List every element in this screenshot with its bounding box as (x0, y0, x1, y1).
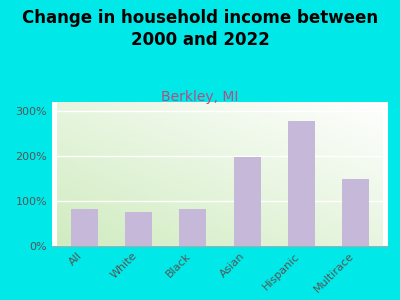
Bar (234, 157, 261, 246)
Bar (288, 121, 315, 246)
Text: Berkley, MI: Berkley, MI (161, 90, 239, 104)
Bar (125, 212, 152, 246)
Bar (179, 209, 206, 246)
Bar (342, 179, 369, 246)
Bar (71, 209, 98, 246)
Text: Change in household income between
2000 and 2022: Change in household income between 2000 … (22, 9, 378, 49)
